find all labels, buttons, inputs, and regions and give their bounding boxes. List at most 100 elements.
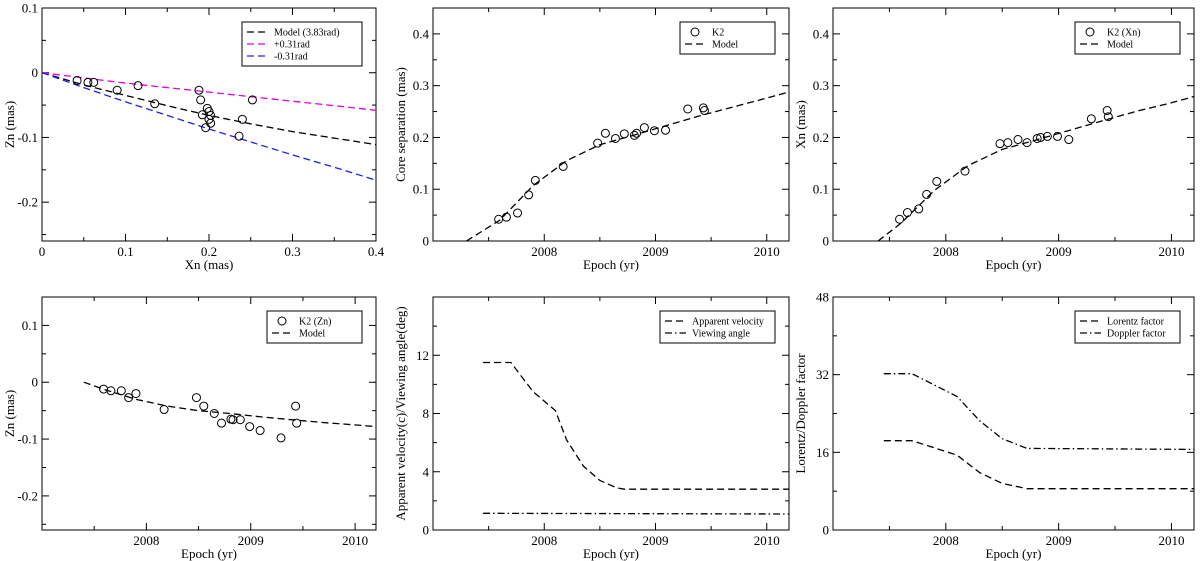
data-point [619,129,629,139]
data-point [902,208,912,218]
plot-frame [832,7,1195,242]
legend-label: Model [712,40,738,51]
data-point [99,384,109,394]
legend-label: K2 [712,28,724,39]
x-tick-label: 2010 [342,533,368,548]
data-point [1052,131,1062,141]
data-point [649,126,659,136]
legend-label: -0.31rad [274,52,308,63]
legend-label: Viewing angle [692,329,751,340]
series-line [483,361,789,490]
y-axis-label: Zn (mas) [2,390,17,437]
panel-p4: 2008 2009 2010 -0.2 -0.1 0 0.1 Epoch (yr) Zn (ma… [2,296,377,561]
y-tick-label: -0.2 [17,195,38,210]
data-point [206,110,216,120]
y-tick-label: 0.4 [813,26,830,41]
legend-label: Model (3.83rad) [274,28,340,39]
x-axis-label: Epoch (yr) [583,546,639,561]
data-point [1102,106,1112,116]
x-tick-label: 2009 [238,533,264,548]
plot-frame [41,296,377,531]
legend-box [659,310,776,344]
y-tick-label: 0.3 [813,78,829,93]
x-axis-label: Xn (mas) [185,257,234,272]
series-line [883,440,1194,490]
data-point [1022,138,1032,148]
data-point [1086,114,1096,124]
data-point [610,133,620,143]
y-tick-label: 32 [816,367,829,382]
y-tick-label: 0 [423,234,430,249]
data-point [276,433,286,443]
y-tick-label: 0.2 [413,130,429,145]
x-tick-label: 2008 [531,244,557,259]
y-tick-label: 0 [32,375,39,390]
legend-label: +0.31rad [274,40,310,51]
data-point [201,123,211,133]
data-point [247,95,257,105]
data-point [217,418,227,428]
series-line [877,95,1194,241]
y-axis-label: Lorentz/Doppler factor [793,353,808,474]
legend-label: Apparent velocity [692,317,764,328]
data-point [196,95,206,105]
x-tick-label: 0.4 [368,244,385,259]
legend-box [1074,21,1181,55]
x-axis-label: Epoch (yr) [986,546,1042,561]
y-tick-label: 0.1 [413,182,429,197]
data-area [466,91,789,241]
series-line [42,72,376,146]
x-tick-label: 2010 [1158,244,1184,259]
x-axis-label: Epoch (yr) [583,257,639,272]
legend: Model (3.83rad)+0.31rad-0.31rad [241,21,363,67]
data-point [895,214,905,224]
data-point [593,138,603,148]
plot-frame [432,7,790,242]
y-tick-label: 48 [816,290,829,305]
series-line [42,72,376,111]
data-point [932,176,942,186]
data-point [501,212,511,222]
data-point [235,415,245,425]
legend-marker-swatch [690,27,700,37]
legend: K2 (Xn)Model [1074,21,1181,55]
legend-label: K2 (Xn) [1107,28,1141,39]
x-tick-label: 2009 [643,244,669,259]
legend: K2 (Zn)Model [266,310,363,344]
data-point [89,77,99,87]
y-tick-label: 0.4 [413,26,430,41]
y-tick-label: -0.1 [17,130,38,145]
data-area [883,373,1194,490]
data-point [159,405,169,415]
panel-p5: 2008 2009 2010 0 4 8 12 Epoch (yr) Apparent velo… [393,296,790,561]
data-point [1064,135,1074,145]
data-point [699,106,709,116]
data-point [629,130,639,140]
data-point [1003,138,1013,148]
y-axis-label: Apparent velocity(c)/Viewing angle(deg) [393,306,408,520]
y-axis-label: Xn (mas) [793,100,808,149]
data-point [83,77,93,87]
data-point [150,99,160,109]
data-point [237,114,247,124]
data-point [661,125,671,135]
y-tick-label: 0.1 [813,182,829,197]
y-tick-label: 0 [423,523,430,538]
y-tick-label: 0.1 [22,1,38,16]
data-point [639,123,649,133]
legend-marker-swatch [1085,27,1095,37]
data-point [1042,131,1052,141]
x-tick-label: 2008 [531,533,557,548]
legend-label: Model [1107,40,1133,51]
x-tick-label: 0.1 [117,244,133,259]
legend-label: K2 (Zn) [299,317,332,328]
data-point [524,190,534,200]
y-tick-label: -0.1 [17,432,38,447]
x-tick-label: 2010 [754,533,780,548]
data-area [83,381,376,443]
legend-label: Model [299,329,325,340]
y-tick-label: 0.3 [413,78,429,93]
y-tick-label: 0.2 [813,130,829,145]
panel-p1: 0 0.1 0.2 0.3 0.4 -0.2 -0.1 0 0.1 Xn (mas) Zn (mas… [2,1,385,273]
